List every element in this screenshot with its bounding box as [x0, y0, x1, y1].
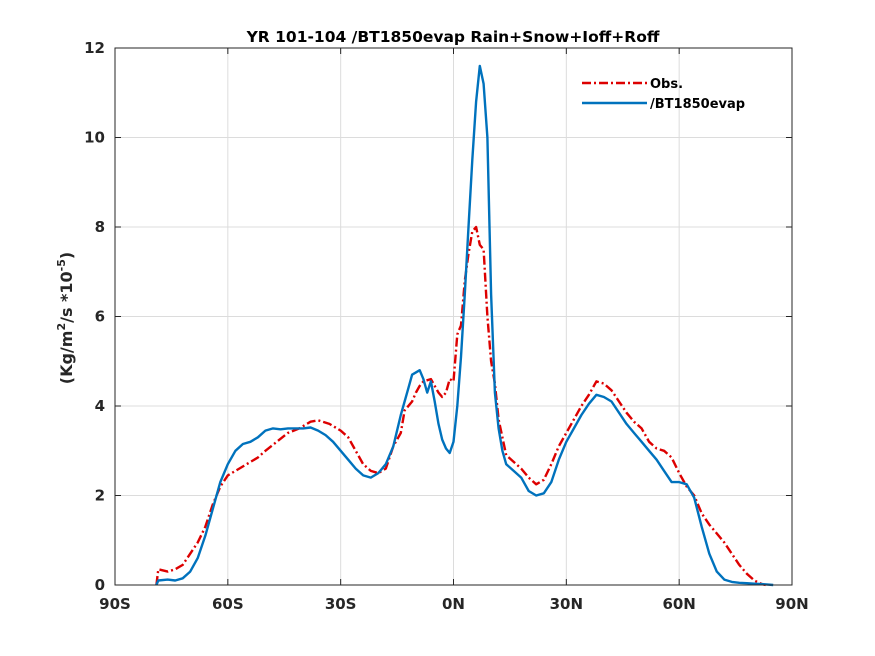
x-tick-label: 60S: [212, 595, 244, 613]
series-line-1: [155, 64, 774, 587]
y-axis-label: (Kg/m2/s *10-5): [55, 252, 76, 384]
legend-label-1: /BT1850evap: [650, 97, 745, 112]
y-tick-label: 6: [95, 308, 105, 326]
x-tick-label: 30S: [325, 595, 357, 613]
tick-labels: 90S 60S 30S 0N 30N 60N 90N 0 2 4 6 8 10 12: [84, 39, 809, 613]
chart-title: YR 101-104 /BT1850evap Rain+Snow+Ioff+Ro…: [246, 28, 660, 46]
legend-label-0: Obs.: [650, 77, 683, 92]
x-tick-label: 90N: [775, 595, 808, 613]
x-tick-label: 30N: [550, 595, 583, 613]
y-tick-label: 12: [84, 39, 105, 57]
y-tick-label: 10: [84, 129, 105, 147]
x-tick-label: 60N: [662, 595, 695, 613]
tick-marks: [114, 47, 793, 586]
x-tick-label: 0N: [442, 595, 465, 613]
y-tick-label: 8: [95, 218, 105, 236]
y-tick-label: 4: [95, 397, 105, 415]
legend: Obs. /BT1850evap: [582, 77, 745, 112]
x-tick-label: 90S: [99, 595, 131, 613]
series-line-0: [155, 225, 766, 587]
y-tick-label: 0: [95, 576, 105, 594]
series-layer: [155, 64, 774, 587]
y-tick-label: 2: [95, 487, 105, 505]
